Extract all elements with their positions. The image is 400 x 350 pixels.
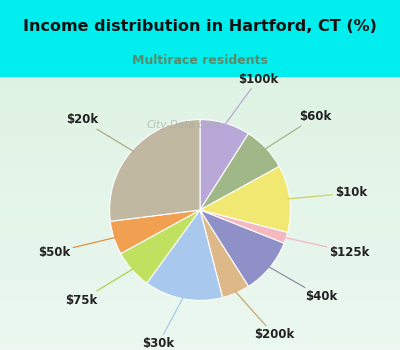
Bar [0,97,400,104]
Bar [0,248,400,254]
Bar [0,234,400,241]
Bar [0,173,400,179]
Bar [0,159,400,166]
Bar [0,343,400,350]
Bar [0,111,400,118]
Bar [0,166,400,173]
Wedge shape [200,120,248,210]
Bar [0,268,400,275]
Wedge shape [200,210,288,243]
Bar [0,104,400,111]
Text: $30k: $30k [142,297,183,350]
Text: Income distribution in Hartford, CT (%): Income distribution in Hartford, CT (%) [23,19,377,34]
Bar [0,84,400,91]
Bar [0,261,400,268]
Bar [0,336,400,343]
Bar [0,309,400,316]
Text: $20k: $20k [66,113,134,152]
Bar [0,302,400,309]
Bar [0,295,400,302]
Bar [0,282,400,288]
Text: City-Data.com: City-Data.com [147,120,221,130]
Wedge shape [121,210,200,283]
Bar [0,206,400,214]
Wedge shape [200,210,284,286]
Bar [0,132,400,138]
Bar [0,152,400,159]
Text: Multirace residents: Multirace residents [132,54,268,67]
Bar [0,220,400,227]
Wedge shape [200,167,290,232]
Bar [0,241,400,248]
Bar [0,179,400,186]
Bar [0,288,400,295]
Bar [0,91,400,97]
Bar [0,200,400,206]
Text: $50k: $50k [38,237,116,259]
Text: $125k: $125k [284,237,370,259]
Text: $75k: $75k [66,268,134,307]
Wedge shape [147,210,222,300]
Bar [0,186,400,193]
Text: $100k: $100k [225,73,278,125]
Bar [0,145,400,152]
Bar [0,214,400,220]
Bar [0,193,400,200]
Bar [0,77,400,84]
Bar [0,316,400,323]
Bar [0,138,400,145]
Bar [0,118,400,125]
Text: $10k: $10k [288,187,367,199]
Bar [0,275,400,282]
Bar [0,254,400,261]
Wedge shape [200,210,248,298]
Text: $60k: $60k [265,110,332,149]
Text: $40k: $40k [268,266,337,303]
Wedge shape [110,210,200,253]
Bar [0,227,400,234]
Wedge shape [110,120,200,221]
Bar [0,330,400,336]
Bar [0,323,400,330]
Bar [0,125,400,132]
Text: $200k: $200k [235,291,294,342]
Wedge shape [200,134,279,210]
